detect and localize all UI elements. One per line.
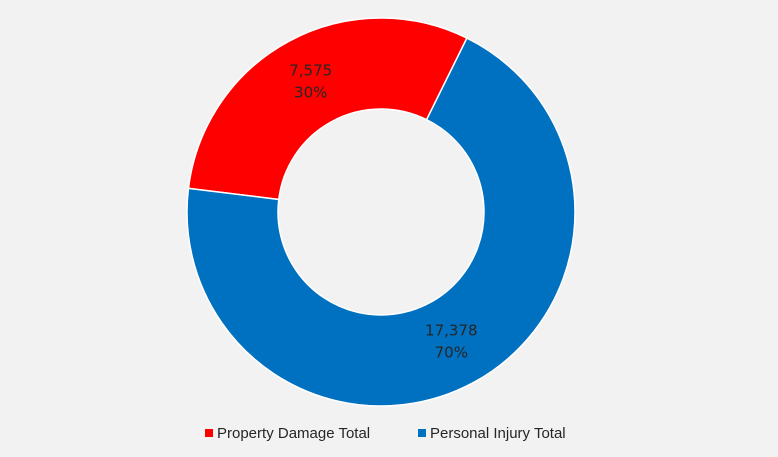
percent-label: 30% <box>294 83 327 101</box>
legend-swatch <box>205 429 213 437</box>
donut-slice <box>187 17 468 201</box>
percent-label: 70% <box>435 344 468 362</box>
legend-label: Property Damage Total <box>217 425 370 442</box>
legend-swatch <box>418 429 426 437</box>
data-label: 7,575 <box>289 61 332 79</box>
donut-slice <box>186 37 576 407</box>
data-label: 17,378 <box>425 322 478 340</box>
legend-label: Personal Injury Total <box>430 425 566 442</box>
